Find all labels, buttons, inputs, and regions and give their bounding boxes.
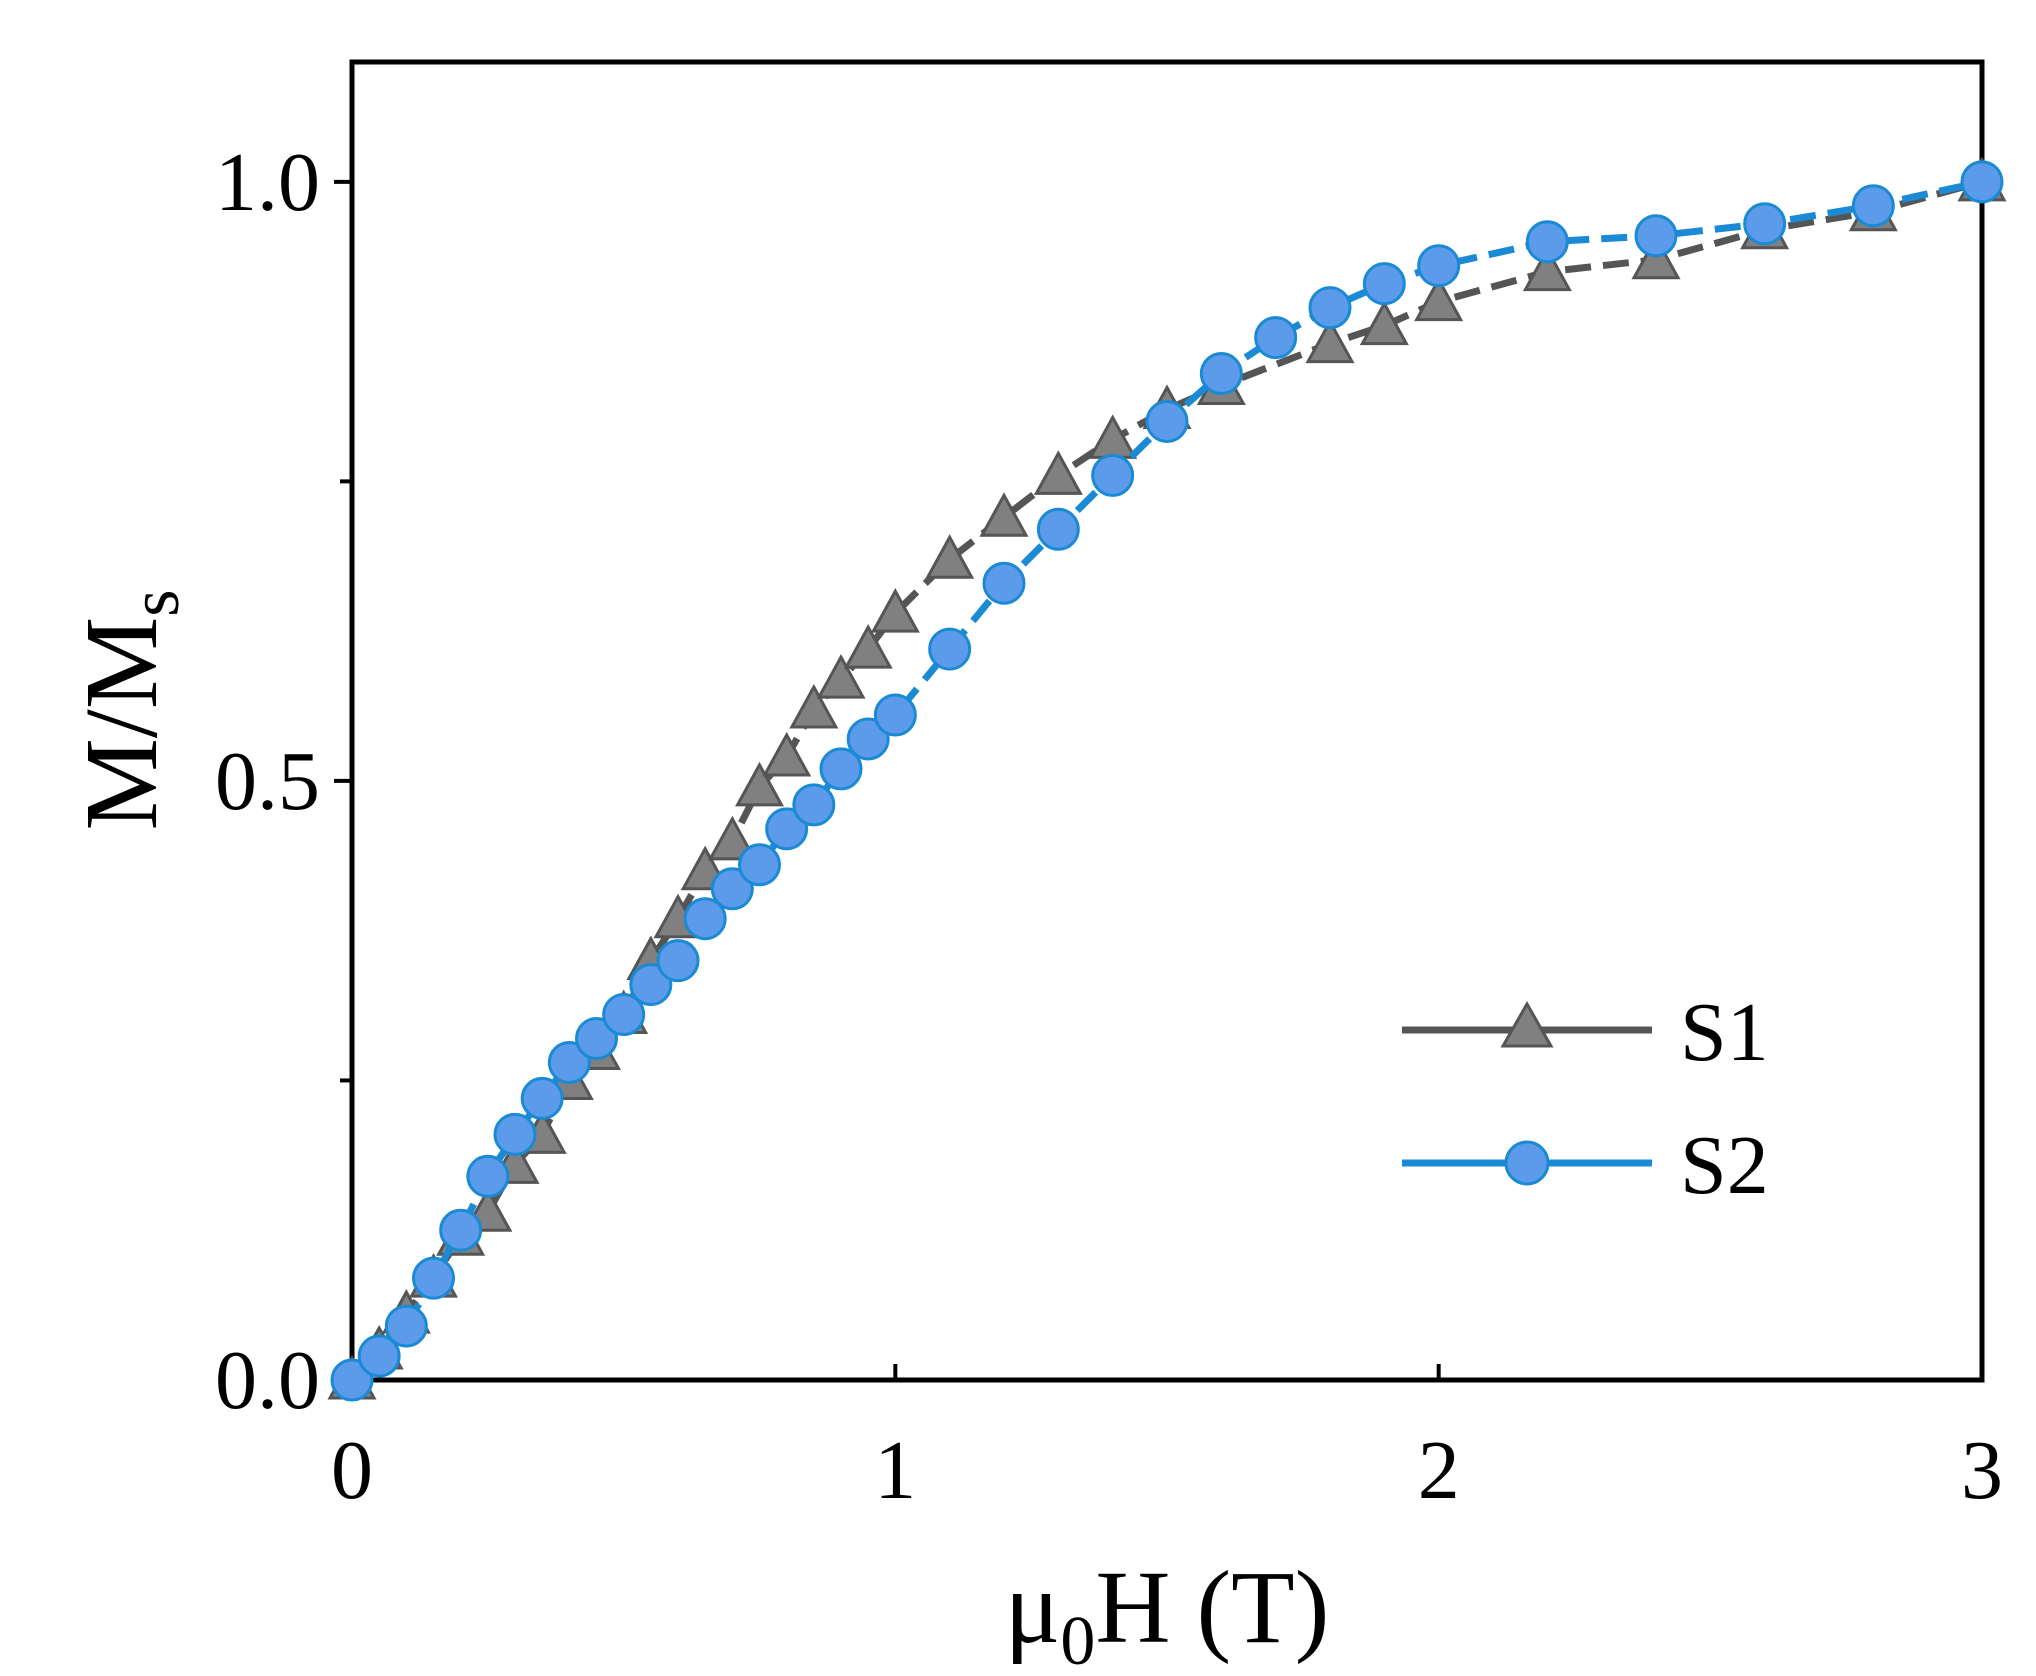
- point-s2-4: [439, 1208, 483, 1252]
- point-s1-16: [762, 731, 812, 777]
- point-s1-24: [1088, 414, 1138, 459]
- point-s1-19: [843, 623, 893, 669]
- point-s1-27: [1305, 318, 1355, 364]
- point-s2-16: [765, 807, 809, 851]
- point-s2-35: [1960, 160, 2004, 204]
- point-s1-28: [1359, 300, 1409, 346]
- series-s2: [330, 160, 2004, 1402]
- plot-frame: [349, 59, 1985, 1383]
- y-tick-label-0: 0.0: [215, 1334, 320, 1427]
- legend-marker-s1-triangle: [1500, 1000, 1554, 1048]
- point-s1-21: [925, 534, 975, 579]
- x-tick-label-1: 1: [874, 1424, 916, 1517]
- point-s2-27: [1254, 316, 1298, 360]
- series-layer: [327, 156, 2007, 1402]
- point-s2-25: [1145, 399, 1189, 443]
- legend-label-s2: S2: [1680, 1119, 1769, 1212]
- point-s2-14: [710, 867, 754, 911]
- y-axis-ticks: [334, 179, 352, 1382]
- x-axis-title-rest: H (T): [1095, 1550, 1329, 1665]
- point-s2-20: [873, 693, 917, 737]
- point-s1-22: [979, 492, 1029, 537]
- point-s1-15: [734, 761, 785, 807]
- point-s2-22: [982, 561, 1026, 605]
- point-s2-9: [575, 1017, 618, 1061]
- legend-marker-s2-circle: [1504, 1140, 1550, 1186]
- point-s2-28: [1308, 286, 1352, 330]
- x-axis-title: μ0H (T): [1005, 1550, 1330, 1676]
- x-axis-tick-labels: 0 1 2 3: [331, 1424, 2003, 1517]
- point-s1-17: [789, 683, 839, 729]
- point-s2-32: [1634, 214, 1678, 258]
- point-s2-0: [330, 1358, 374, 1402]
- x-axis-title-subscript: 0: [1060, 1603, 1095, 1676]
- point-s2-17: [792, 783, 836, 827]
- x-tick-label-0: 0: [331, 1424, 373, 1517]
- point-s2-5: [466, 1154, 510, 1198]
- point-s1-18: [816, 653, 866, 699]
- point-s2-30: [1417, 244, 1461, 288]
- point-s2-7: [520, 1076, 564, 1120]
- point-s2-6: [493, 1112, 537, 1156]
- point-s1-31: [1631, 234, 1681, 280]
- y-axis-tick-labels: 0.0 0.5 1.0: [215, 136, 320, 1427]
- legend: S1 S2: [1402, 986, 1769, 1212]
- point-s2-31: [1525, 220, 1569, 264]
- y-tick-label-1: 0.5: [215, 735, 320, 828]
- x-tick-label-2: 2: [1418, 1424, 1460, 1517]
- point-s2-8: [547, 1040, 591, 1084]
- point-s2-1: [357, 1334, 401, 1378]
- point-s2-24: [1091, 453, 1135, 497]
- point-s2-23: [1036, 507, 1080, 551]
- point-s2-19: [846, 717, 890, 761]
- point-s2-13: [683, 897, 727, 941]
- x-axis-title-mu: μ: [1005, 1550, 1061, 1665]
- point-s2-18: [819, 747, 863, 791]
- point-s1-23: [1033, 450, 1083, 495]
- point-s1-20: [870, 588, 920, 633]
- point-s2-11: [629, 963, 673, 1007]
- point-s1-14: [707, 815, 757, 861]
- point-s2-15: [738, 843, 781, 887]
- point-s2-29: [1362, 262, 1406, 306]
- x-tick-label-3: 3: [1961, 1424, 2003, 1517]
- point-s2-34: [1851, 184, 1895, 228]
- point-s2-33: [1743, 202, 1787, 246]
- point-s1-29: [1414, 276, 1464, 322]
- point-s2-2: [384, 1304, 428, 1348]
- point-s2-21: [928, 627, 972, 671]
- point-s2-26: [1199, 352, 1243, 396]
- y-axis-title-main: M/M: [64, 617, 179, 831]
- point-s1-30: [1522, 246, 1572, 292]
- y-tick-label-2: 1.0: [215, 136, 320, 229]
- series-s1: [327, 156, 2007, 1400]
- legend-label-s1: S1: [1680, 986, 1769, 1079]
- point-s2-10: [602, 993, 646, 1037]
- point-s2-3: [412, 1256, 455, 1300]
- y-axis-title: M/Ms: [64, 589, 194, 830]
- y-axis-title-subscript: s: [117, 589, 194, 616]
- point-s2-12: [656, 939, 700, 983]
